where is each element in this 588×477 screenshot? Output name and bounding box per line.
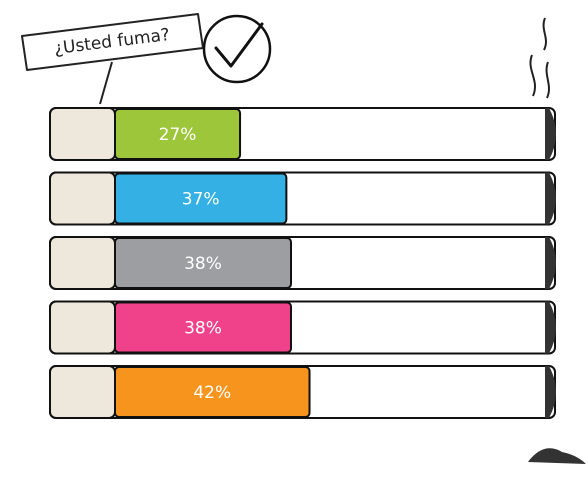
ash-tip [545,172,556,225]
check-circle [202,14,272,84]
filter [49,236,116,290]
bar [114,108,242,160]
check-mark [214,22,264,68]
bars: 27% 37% 38% 38% 42% [49,107,556,419]
smoke [529,17,550,99]
ash-pile [528,448,586,464]
filter [49,171,116,226]
filter [49,300,116,355]
value-label: 38% [184,319,222,339]
filter [49,365,116,419]
bar [114,172,288,225]
value-label: 38% [184,254,222,274]
ash-tip [545,301,556,354]
value-label: 27% [159,125,197,145]
ash-tip [545,237,556,289]
bar [114,301,292,354]
bubble-pointer [99,61,113,105]
ash-tip [545,108,556,160]
ash-tip [545,366,556,418]
filter [49,107,116,161]
value-label: 37% [182,190,220,210]
bar [114,237,292,289]
bar [114,366,311,418]
value-label: 42% [193,383,231,403]
